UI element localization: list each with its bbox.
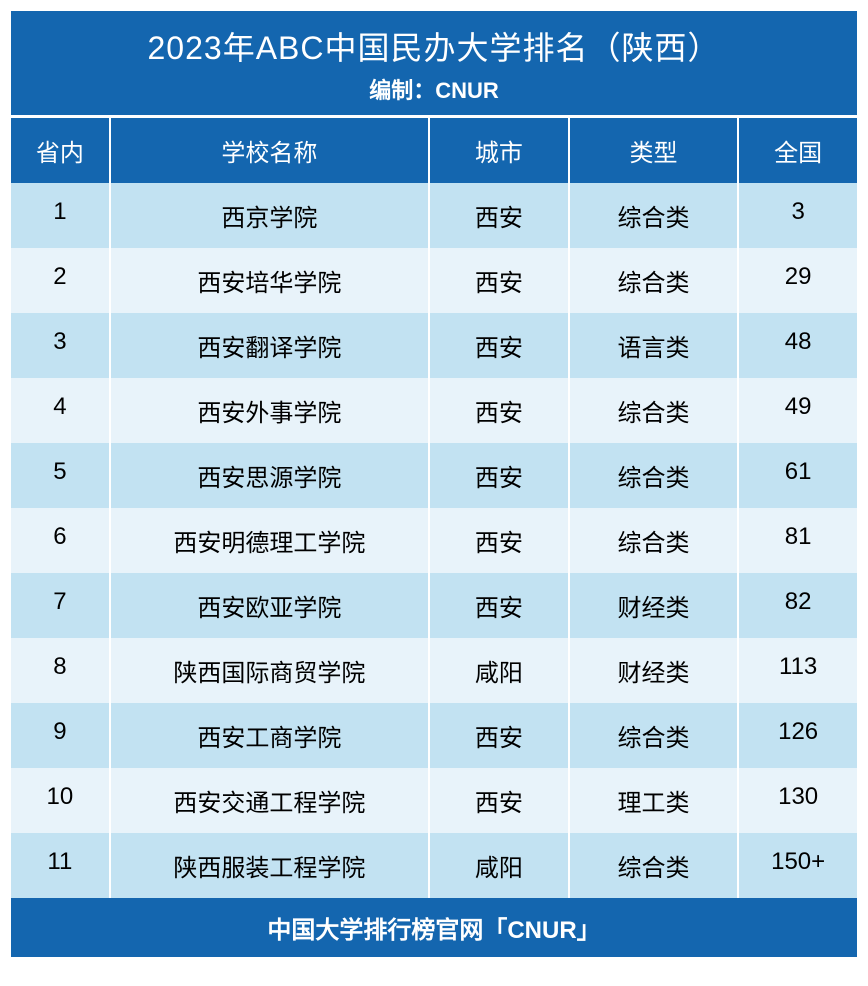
cell-category: 理工类 xyxy=(570,768,740,833)
table-row: 2西安培华学院西安综合类29 xyxy=(11,248,857,313)
cell-category: 综合类 xyxy=(570,183,740,248)
cell-city: 西安 xyxy=(430,768,570,833)
cell-category: 综合类 xyxy=(570,378,740,443)
cell-school-name: 西安思源学院 xyxy=(111,443,430,508)
cell-provincial-rank: 1 xyxy=(11,183,111,248)
cell-national-rank: 29 xyxy=(739,248,857,313)
ranking-table: 2023年ABC中国民办大学排名（陕西） 编制：CNUR 省内 学校名称 城市 … xyxy=(10,10,858,958)
subtitle: 编制：CNUR xyxy=(11,73,857,105)
cell-category: 综合类 xyxy=(570,833,740,898)
header-category: 类型 xyxy=(570,118,740,183)
cell-city: 西安 xyxy=(430,248,570,313)
cell-city: 西安 xyxy=(430,313,570,378)
cell-school-name: 西安明德理工学院 xyxy=(111,508,430,573)
cell-national-rank: 81 xyxy=(739,508,857,573)
cell-school-name: 西安交通工程学院 xyxy=(111,768,430,833)
cell-category: 财经类 xyxy=(570,573,740,638)
cell-provincial-rank: 6 xyxy=(11,508,111,573)
table-row: 5西安思源学院西安综合类61 xyxy=(11,443,857,508)
cell-school-name: 西安培华学院 xyxy=(111,248,430,313)
cell-city: 西安 xyxy=(430,703,570,768)
table-row: 1西京学院西安综合类3 xyxy=(11,183,857,248)
cell-national-rank: 130 xyxy=(739,768,857,833)
cell-city: 西安 xyxy=(430,443,570,508)
table-row: 6西安明德理工学院西安综合类81 xyxy=(11,508,857,573)
cell-provincial-rank: 11 xyxy=(11,833,111,898)
cell-school-name: 西安翻译学院 xyxy=(111,313,430,378)
cell-school-name: 陕西服装工程学院 xyxy=(111,833,430,898)
cell-provincial-rank: 9 xyxy=(11,703,111,768)
cell-city: 咸阳 xyxy=(430,833,570,898)
cell-city: 西安 xyxy=(430,183,570,248)
cell-category: 综合类 xyxy=(570,248,740,313)
cell-national-rank: 3 xyxy=(739,183,857,248)
table-row: 11陕西服装工程学院咸阳综合类150+ xyxy=(11,833,857,898)
cell-national-rank: 82 xyxy=(739,573,857,638)
table-body: 1西京学院西安综合类32西安培华学院西安综合类293西安翻译学院西安语言类484… xyxy=(11,183,857,898)
cell-city: 西安 xyxy=(430,378,570,443)
table-row: 7西安欧亚学院西安财经类82 xyxy=(11,573,857,638)
table-row: 10西安交通工程学院西安理工类130 xyxy=(11,768,857,833)
table-row: 3西安翻译学院西安语言类48 xyxy=(11,313,857,378)
cell-national-rank: 126 xyxy=(739,703,857,768)
cell-provincial-rank: 4 xyxy=(11,378,111,443)
cell-provincial-rank: 7 xyxy=(11,573,111,638)
cell-city: 咸阳 xyxy=(430,638,570,703)
cell-provincial-rank: 10 xyxy=(11,768,111,833)
cell-national-rank: 113 xyxy=(739,638,857,703)
table-row: 8陕西国际商贸学院咸阳财经类113 xyxy=(11,638,857,703)
cell-city: 西安 xyxy=(430,573,570,638)
cell-school-name: 西安工商学院 xyxy=(111,703,430,768)
footer-row: 中国大学排行榜官网「CNUR」 xyxy=(11,898,857,957)
cell-category: 综合类 xyxy=(570,703,740,768)
cell-school-name: 西安外事学院 xyxy=(111,378,430,443)
cell-national-rank: 48 xyxy=(739,313,857,378)
cell-school-name: 陕西国际商贸学院 xyxy=(111,638,430,703)
table-row: 4西安外事学院西安综合类49 xyxy=(11,378,857,443)
cell-national-rank: 49 xyxy=(739,378,857,443)
cell-category: 综合类 xyxy=(570,443,740,508)
table-header-row: 省内 学校名称 城市 类型 全国 xyxy=(11,115,857,183)
header-provincial-rank: 省内 xyxy=(11,118,111,183)
header-school-name: 学校名称 xyxy=(111,118,430,183)
main-title: 2023年ABC中国民办大学排名（陕西） xyxy=(11,23,857,69)
cell-provincial-rank: 8 xyxy=(11,638,111,703)
cell-category: 财经类 xyxy=(570,638,740,703)
cell-category: 语言类 xyxy=(570,313,740,378)
cell-city: 西安 xyxy=(430,508,570,573)
cell-category: 综合类 xyxy=(570,508,740,573)
cell-school-name: 西安欧亚学院 xyxy=(111,573,430,638)
cell-provincial-rank: 3 xyxy=(11,313,111,378)
cell-school-name: 西京学院 xyxy=(111,183,430,248)
cell-provincial-rank: 2 xyxy=(11,248,111,313)
cell-national-rank: 61 xyxy=(739,443,857,508)
cell-national-rank: 150+ xyxy=(739,833,857,898)
header-city: 城市 xyxy=(430,118,570,183)
table-row: 9西安工商学院西安综合类126 xyxy=(11,703,857,768)
title-section: 2023年ABC中国民办大学排名（陕西） 编制：CNUR xyxy=(11,11,857,115)
header-national-rank: 全国 xyxy=(739,118,857,183)
cell-provincial-rank: 5 xyxy=(11,443,111,508)
